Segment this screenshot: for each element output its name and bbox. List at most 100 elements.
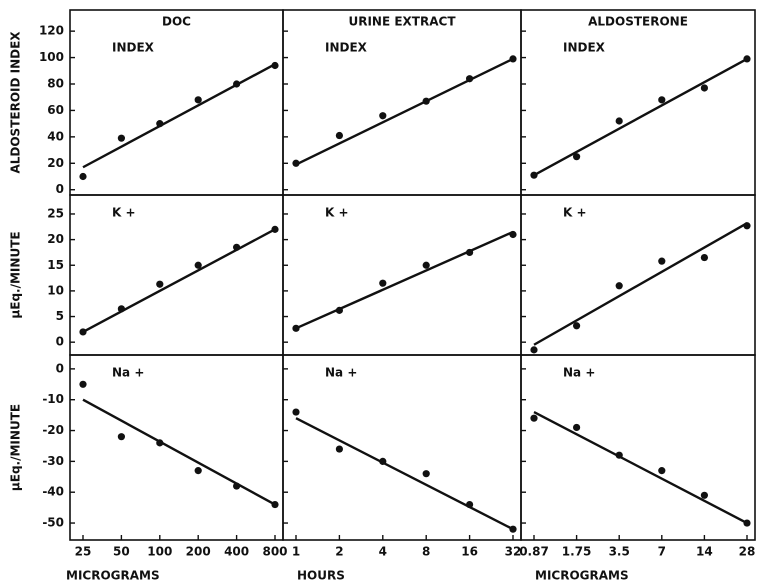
fit-line — [82, 63, 276, 169]
y-tick-label: 40 — [47, 129, 64, 143]
x-tick-label: 7 — [658, 545, 666, 559]
y-tick-label: 20 — [47, 156, 64, 170]
data-point — [194, 261, 202, 269]
data-point — [573, 322, 581, 330]
y-tick-label: 10 — [47, 283, 64, 297]
x-tick-label: 400 — [224, 545, 249, 559]
data-point — [79, 172, 87, 181]
y-tick-label: 15 — [47, 258, 64, 272]
data-point — [615, 282, 623, 290]
y-tick-label: -50 — [42, 516, 64, 530]
x-tick-label: 16 — [461, 545, 478, 559]
data-point — [422, 470, 430, 478]
panel-label: K + — [563, 206, 587, 220]
data-point — [530, 414, 538, 422]
data-point — [509, 230, 517, 239]
fit-line — [295, 230, 514, 330]
x-tick-label: 25 — [75, 545, 92, 559]
data-point — [700, 491, 709, 499]
x-tick-label: 800 — [262, 545, 287, 559]
data-point — [271, 61, 279, 70]
x-tick-label: 200 — [186, 545, 211, 559]
data-point — [117, 433, 125, 441]
data-point — [658, 96, 666, 104]
data-point — [292, 324, 300, 332]
data-point — [743, 222, 751, 230]
panel-label: INDEX — [563, 41, 606, 55]
x-tick-label: 14 — [696, 545, 713, 559]
y-tick-label: -10 — [42, 392, 64, 406]
data-point — [743, 519, 751, 527]
data-point — [615, 117, 623, 125]
data-point — [466, 248, 474, 257]
panel-frame — [282, 354, 522, 541]
data-point — [117, 305, 125, 313]
data-point — [379, 112, 387, 120]
y-tick-label: 0 — [56, 361, 64, 375]
fit-line — [295, 417, 514, 531]
x-axis-label: MICROGRAMS — [66, 569, 160, 583]
data-point — [422, 261, 430, 269]
x-tick-label: 32 — [505, 545, 522, 559]
x-tick-label: 8 — [422, 545, 430, 559]
data-point — [509, 55, 517, 63]
data-point — [156, 280, 164, 288]
data-point — [194, 467, 202, 475]
y-tick-label: 0 — [56, 335, 64, 349]
panel-title: URINE EXTRACT — [348, 15, 456, 29]
data-point — [292, 408, 300, 416]
fit-line — [82, 398, 276, 506]
y-tick-label: 120 — [39, 24, 64, 38]
data-point — [573, 153, 581, 161]
data-point — [379, 457, 387, 465]
x-tick-label: 2 — [335, 545, 343, 559]
x-tick-label: 50 — [113, 545, 130, 559]
data-point — [233, 80, 241, 88]
data-point — [422, 97, 430, 105]
x-axis-label: HOURS — [297, 569, 345, 583]
x-tick-label: 28 — [739, 545, 756, 559]
y-tick-label: -40 — [42, 485, 64, 499]
y-tick-label: -20 — [42, 423, 64, 437]
data-point — [156, 120, 164, 128]
data-point — [292, 159, 300, 167]
panel-frame — [69, 9, 284, 196]
data-point — [466, 75, 474, 83]
y-tick-label: -30 — [42, 454, 64, 468]
y-tick-label: 20 — [47, 232, 64, 246]
x-tick-label: 1 — [292, 545, 300, 559]
data-point — [700, 253, 709, 262]
x-axis-label: MICROGRAMS — [535, 569, 629, 583]
y-tick-label: 0 — [56, 182, 64, 196]
panel-frame — [69, 194, 284, 356]
panel-label: Na + — [563, 366, 595, 380]
data-point — [335, 306, 343, 314]
data-point — [271, 500, 279, 509]
panel-title: ALDOSTERONE — [588, 15, 688, 29]
x-tick-label: 3.5 — [609, 545, 630, 559]
y-tick-label: 80 — [47, 77, 64, 91]
data-point — [658, 257, 666, 265]
data-point — [466, 500, 474, 509]
panel-label: Na + — [325, 366, 357, 380]
data-point — [379, 279, 387, 287]
panel-label: INDEX — [325, 41, 368, 55]
fit-line — [82, 228, 276, 333]
fit-line — [295, 57, 514, 166]
panel-frame — [282, 194, 522, 356]
panel-frame — [520, 9, 756, 196]
data-point — [335, 445, 343, 453]
data-point — [194, 96, 202, 104]
data-point — [117, 134, 125, 142]
data-point — [743, 55, 751, 63]
x-tick-label: 1.75 — [562, 545, 592, 559]
data-point — [233, 243, 241, 251]
data-point — [79, 380, 87, 388]
x-tick-label: 100 — [147, 545, 172, 559]
data-point — [335, 131, 343, 140]
data-point — [573, 423, 581, 432]
data-point — [658, 467, 666, 475]
fit-line — [533, 57, 748, 177]
fit-line — [533, 410, 748, 525]
panel-frame — [520, 354, 756, 541]
